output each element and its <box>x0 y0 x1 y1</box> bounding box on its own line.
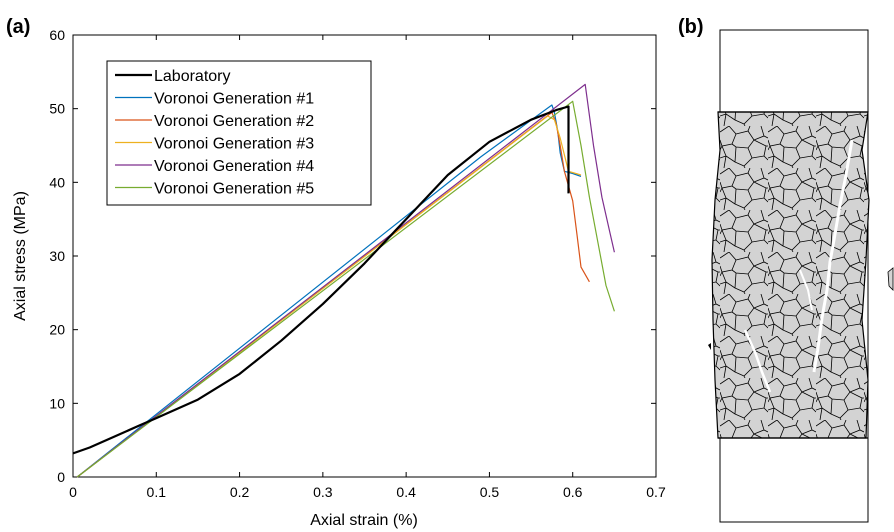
y-tick-label: 0 <box>57 469 65 485</box>
y-tick-label: 50 <box>49 101 65 117</box>
x-tick-label: 0.6 <box>563 484 583 500</box>
series-line-voronoi-3 <box>76 115 582 478</box>
x-tick-label: 0 <box>69 484 77 500</box>
crack-secondary <box>743 329 772 393</box>
series-lines <box>72 83 615 478</box>
stress-strain-chart: 0 0.1 0.2 0.3 0.4 0.5 0.6 0.7 0 10 20 30 40 50 60 Axi… <box>12 27 666 529</box>
y-tick-label: 10 <box>49 395 65 411</box>
series-line-laboratory <box>72 105 570 455</box>
legend-label: Laboratory <box>154 68 231 85</box>
y-axis-ticks: 0 10 20 30 40 50 60 <box>49 27 656 485</box>
crack-main <box>812 139 854 373</box>
y-tick-label: 30 <box>49 248 65 264</box>
legend-box <box>106 60 372 206</box>
panel-b-label: (b) <box>678 16 704 38</box>
spalled-fragment-left <box>708 343 711 350</box>
y-tick-label: 60 <box>49 27 65 43</box>
fractured-voronoi-sample <box>711 111 870 439</box>
series-line-voronoi-4 <box>76 83 615 478</box>
legend-label: Voronoi Generation #2 <box>154 113 314 130</box>
voronoi-specimen <box>708 29 894 523</box>
x-tick-label: 0.4 <box>396 484 416 500</box>
x-tick-label: 0.5 <box>480 484 500 500</box>
series-line-voronoi-5 <box>76 100 615 478</box>
y-axis-title: Axial stress (MPa) <box>12 191 29 321</box>
legend-label: Voronoi Generation #3 <box>154 136 314 153</box>
x-tick-label: 0.1 <box>147 484 167 500</box>
legend-label: Voronoi Generation #4 <box>154 158 314 175</box>
panel-a-label: (a) <box>6 16 30 38</box>
y-tick-label: 40 <box>49 174 65 190</box>
crack-minor <box>799 269 813 311</box>
y-tick-label: 20 <box>49 322 65 338</box>
legend-label: Voronoi Generation #5 <box>154 181 314 198</box>
legend: Laboratory Voronoi Generation #1 Voronoi G… <box>106 60 372 206</box>
spalled-fragment <box>887 267 894 291</box>
x-tick-label: 0.7 <box>646 484 666 500</box>
x-tick-label: 0.3 <box>313 484 333 500</box>
x-axis-ticks: 0 0.1 0.2 0.3 0.4 0.5 0.6 0.7 <box>69 35 666 500</box>
x-axis-title: Axial strain (%) <box>310 512 418 529</box>
x-tick-label: 0.2 <box>230 484 250 500</box>
legend-label: Voronoi Generation #1 <box>154 91 314 108</box>
